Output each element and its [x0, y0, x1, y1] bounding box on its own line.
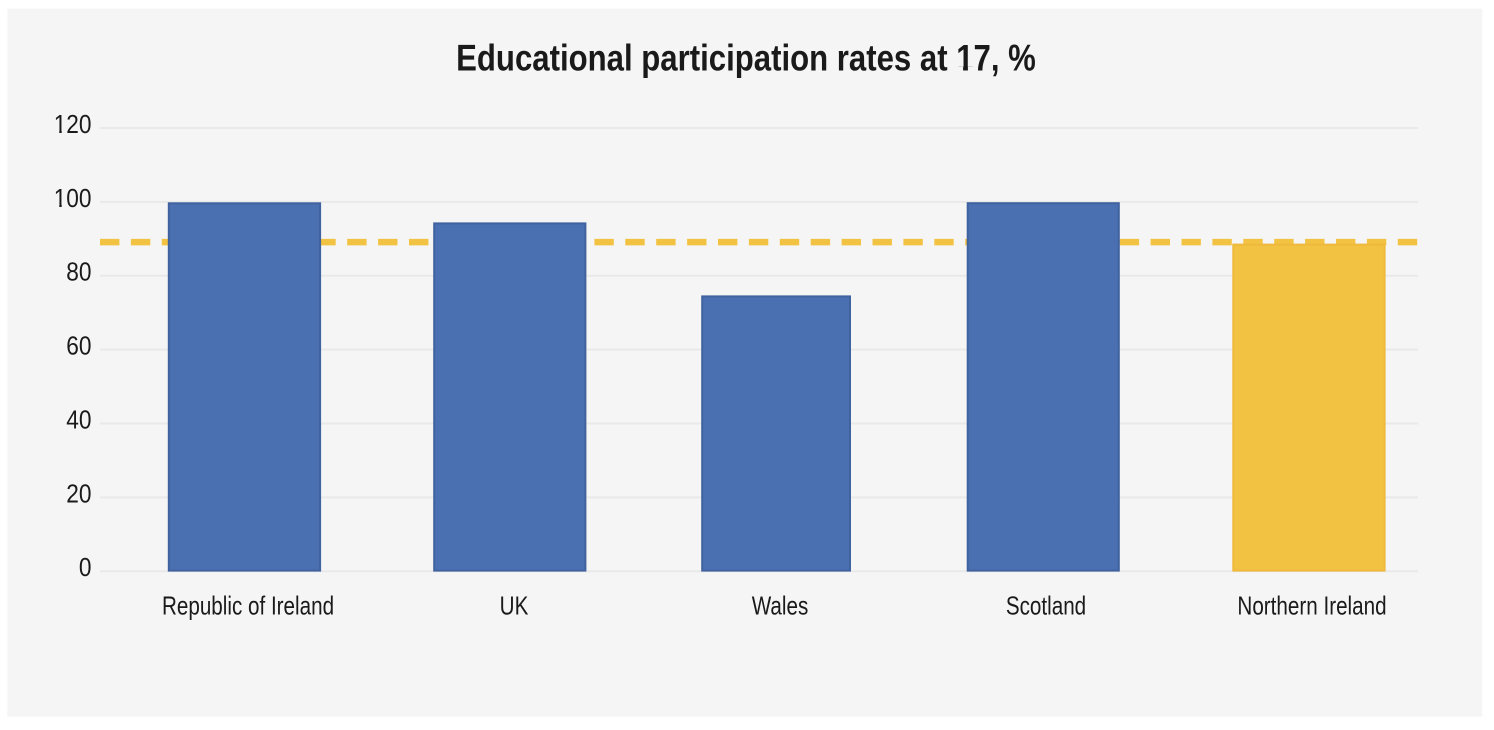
svg-text:Wales: Wales — [752, 591, 809, 620]
svg-text:40: 40 — [66, 406, 91, 435]
svg-text:20: 20 — [66, 480, 91, 509]
svg-text:60: 60 — [66, 332, 91, 361]
svg-text:Northern Ireland: Northern Ireland — [1237, 591, 1386, 620]
svg-text:Educational participation rate: Educational participation rates at 17, % — [456, 38, 1036, 79]
svg-text:80: 80 — [66, 258, 91, 287]
svg-text:Republic of Ireland: Republic of Ireland — [162, 591, 334, 620]
svg-text:120: 120 — [54, 111, 92, 140]
svg-text:Scotland: Scotland — [1006, 591, 1086, 620]
svg-text:100: 100 — [54, 184, 92, 213]
svg-text:UK: UK — [500, 591, 529, 620]
svg-text:0: 0 — [79, 554, 92, 583]
